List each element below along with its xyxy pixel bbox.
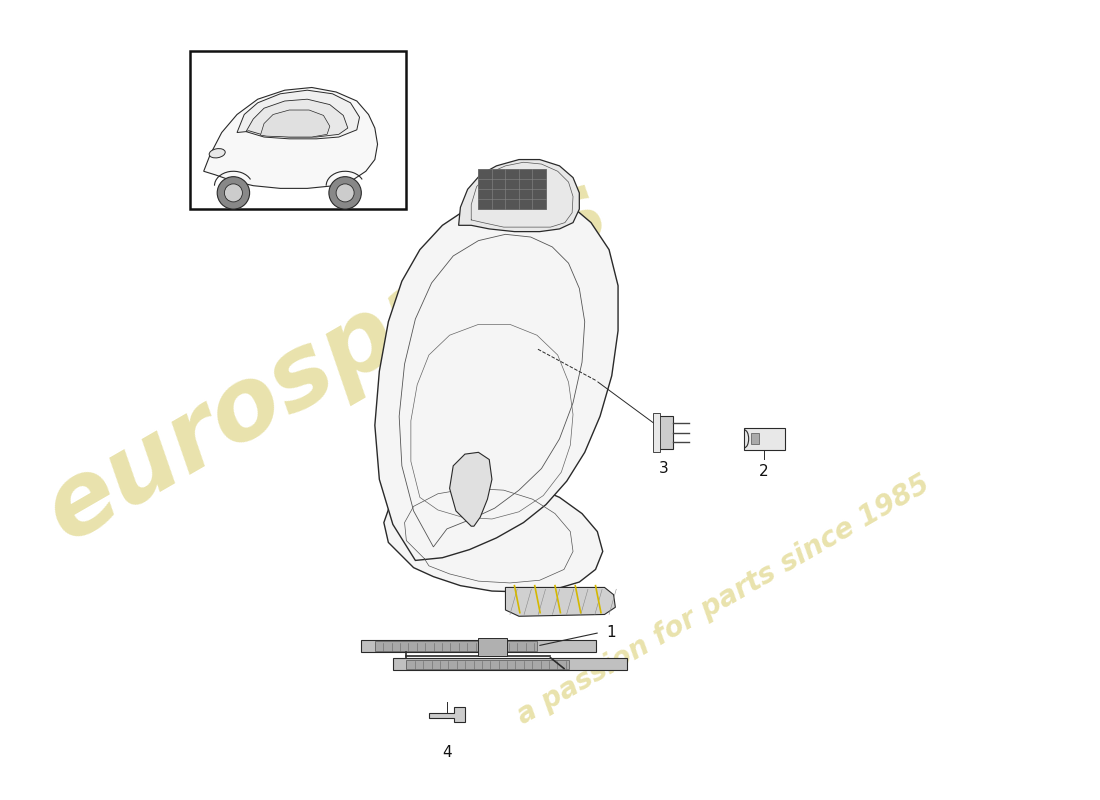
Ellipse shape — [209, 149, 226, 158]
Polygon shape — [246, 99, 348, 137]
Bar — [745, 428, 784, 450]
Text: a passion for parts since 1985: a passion for parts since 1985 — [513, 470, 935, 730]
Polygon shape — [429, 707, 465, 722]
Bar — [478, 638, 507, 656]
Bar — [406, 659, 569, 669]
Bar — [478, 169, 546, 209]
Bar — [393, 658, 627, 670]
Text: 4: 4 — [442, 745, 452, 760]
Polygon shape — [384, 478, 603, 592]
Text: 1: 1 — [606, 625, 616, 640]
Text: eurospares: eurospares — [29, 162, 625, 562]
Polygon shape — [450, 452, 492, 526]
Bar — [361, 640, 595, 652]
Bar — [751, 434, 759, 444]
Bar — [653, 413, 660, 452]
Polygon shape — [236, 90, 360, 139]
Circle shape — [217, 177, 250, 209]
Bar — [657, 416, 673, 449]
Text: 3: 3 — [659, 462, 669, 476]
Polygon shape — [506, 587, 615, 616]
Circle shape — [329, 177, 361, 209]
Bar — [375, 642, 537, 650]
Circle shape — [337, 184, 354, 202]
Polygon shape — [375, 195, 618, 561]
Circle shape — [224, 184, 242, 202]
Bar — [190, 51, 406, 209]
Text: 2: 2 — [759, 464, 769, 479]
Polygon shape — [459, 159, 580, 232]
Polygon shape — [204, 87, 377, 188]
Polygon shape — [261, 110, 330, 137]
